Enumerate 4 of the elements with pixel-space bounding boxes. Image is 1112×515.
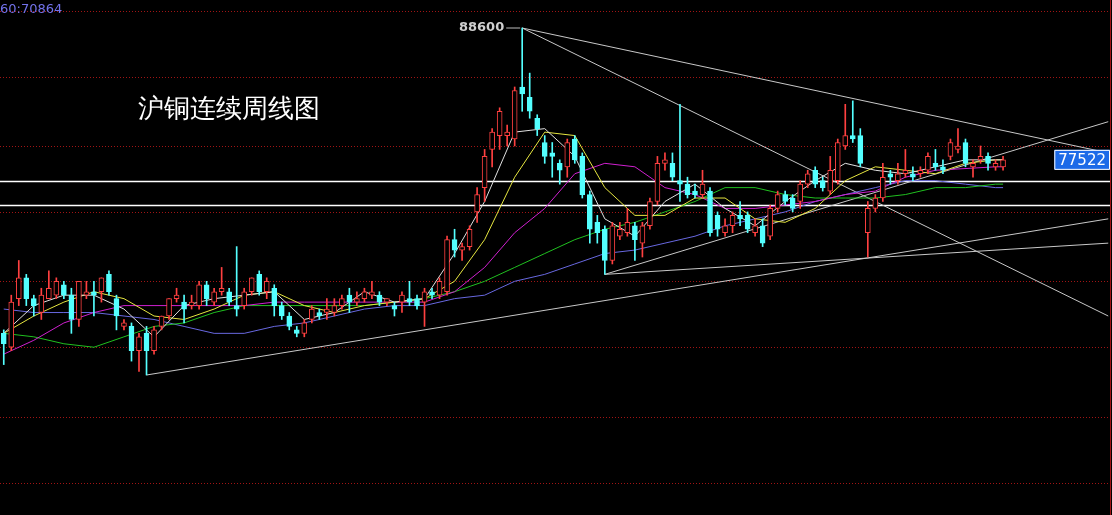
text: 60:70864	[0, 1, 63, 16]
annotation: 77522	[1058, 150, 1106, 169]
text: 沪铜连续周线图	[138, 92, 320, 125]
annotation: 88600	[458, 19, 505, 35]
